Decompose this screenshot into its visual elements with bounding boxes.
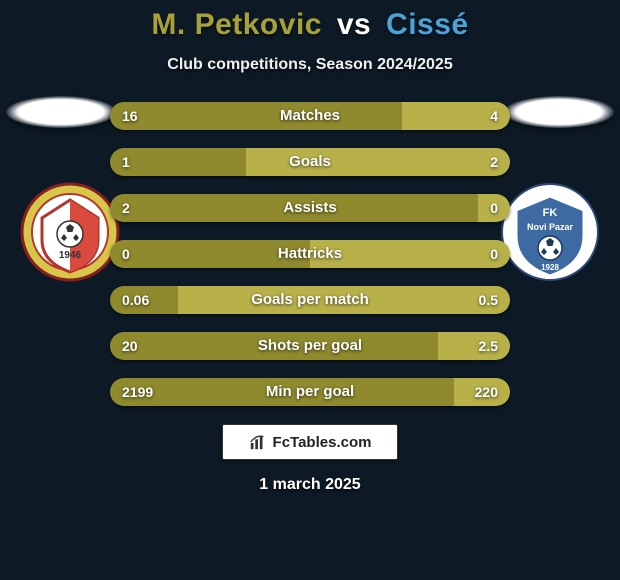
vs-text: vs — [337, 8, 371, 41]
stat-bars: Matches164Goals12Assists20Hattricks00Goa… — [110, 102, 510, 406]
stat-row: Min per goal2199 220 — [110, 378, 510, 406]
stat-row: Goals per match0.06 0.5 — [110, 286, 510, 314]
stat-value-left: 0.06 — [122, 286, 149, 314]
comparison-title: M. Petkovic vs Cissé — [0, 0, 620, 42]
badge-fk: FK — [543, 207, 558, 219]
stat-label: Assists — [110, 194, 510, 222]
stat-value-right: 0 — [490, 194, 498, 222]
stat-value-left: 1 — [122, 148, 130, 176]
shield-icon: 1946 — [20, 182, 120, 282]
stat-value-right: 0 — [490, 240, 498, 268]
stat-value-right: 0.5 — [479, 286, 498, 314]
stat-value-left: 0 — [122, 240, 130, 268]
badge-year-left: 1946 — [59, 250, 82, 261]
team-badge-left: 1946 — [20, 182, 120, 282]
team-badge-right: FK Novi Pazar 1928 — [500, 182, 600, 282]
stat-label: Goals — [110, 148, 510, 176]
player1-name: M. Petkovic — [151, 8, 322, 41]
footer-date: 1 march 2025 — [0, 476, 620, 494]
spotlight-right — [504, 96, 614, 128]
player2-name: Cissé — [386, 8, 469, 41]
chart-icon — [249, 433, 267, 451]
stat-label: Min per goal — [110, 378, 510, 406]
stat-row: Hattricks0 0 — [110, 240, 510, 268]
stat-value-left: 20 — [122, 332, 138, 360]
stat-row: Shots per goal20 2.5 — [110, 332, 510, 360]
shield-icon: FK Novi Pazar 1928 — [500, 182, 600, 282]
comparison-arena: 1946 FK Novi Pazar 1928 Matches164Goals1… — [0, 102, 620, 406]
stat-row: Assists2 0 — [110, 194, 510, 222]
badge-year-right: 1928 — [541, 263, 559, 272]
stat-value-right: 2.5 — [479, 332, 498, 360]
stat-label: Matches — [110, 102, 510, 130]
source-label: FcTables.com — [273, 434, 372, 451]
source-badge: FcTables.com — [222, 424, 398, 460]
stat-label: Hattricks — [110, 240, 510, 268]
stat-label: Goals per match — [110, 286, 510, 314]
spotlight-left — [6, 96, 116, 128]
stat-value-right: 220 — [475, 378, 498, 406]
stat-label: Shots per goal — [110, 332, 510, 360]
stat-value-left: 2199 — [122, 378, 153, 406]
stat-value-left: 16 — [122, 102, 138, 130]
stat-value-right: 4 — [490, 102, 498, 130]
stat-row: Matches16 4 — [110, 102, 510, 130]
subtitle: Club competitions, Season 2024/2025 — [0, 56, 620, 74]
badge-team-name: Novi Pazar — [527, 222, 574, 232]
stat-row: Goals1 2 — [110, 148, 510, 176]
stat-value-left: 2 — [122, 194, 130, 222]
stat-value-right: 2 — [490, 148, 498, 176]
